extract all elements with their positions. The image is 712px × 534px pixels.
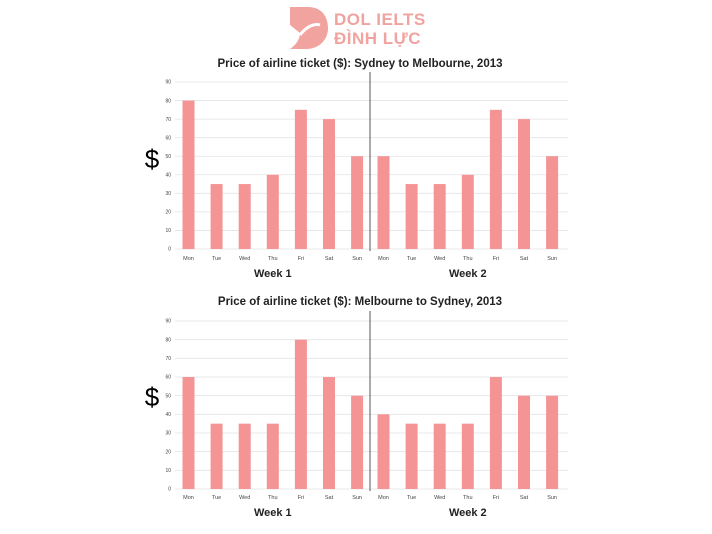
bar: [351, 395, 364, 489]
week-label: Week 2: [449, 507, 487, 519]
bar: [405, 184, 418, 249]
y-tick-label: 50: [165, 154, 171, 160]
x-tick-label: Tue: [407, 256, 416, 262]
bar: [433, 423, 446, 489]
chart-title: Price of airline ticket ($): Sydney to M…: [217, 58, 502, 70]
bar: [238, 184, 251, 249]
y-tick-label: 10: [165, 228, 171, 234]
x-tick-label: Mon: [378, 256, 389, 262]
x-tick-label: Sat: [325, 256, 334, 262]
y-tick-label: 70: [165, 117, 171, 123]
y-tick-label: 20: [165, 449, 171, 455]
bar: [238, 423, 251, 489]
bar: [377, 156, 390, 249]
y-tick-label: 90: [165, 80, 171, 86]
x-tick-label: Tue: [212, 256, 221, 262]
bar: [182, 377, 195, 489]
bar: [405, 423, 418, 489]
y-tick-label: 30: [165, 191, 171, 197]
x-tick-label: Wed: [434, 256, 445, 262]
y-tick-label: 80: [165, 98, 171, 104]
bar: [182, 100, 195, 249]
y-tick-label: 30: [165, 431, 171, 437]
bar: [377, 414, 390, 489]
x-tick-label: Wed: [434, 495, 445, 501]
chart-title: Price of airline ticket ($): Melbourne t…: [218, 296, 502, 308]
x-tick-label: Thu: [268, 495, 277, 501]
y-tick-label: 50: [165, 393, 171, 399]
y-tick-label: 0: [168, 487, 171, 493]
chart-melbourne-to-sydney: Price of airline ticket ($): Melbourne t…: [145, 296, 568, 519]
x-tick-label: Sat: [520, 495, 529, 501]
bar: [266, 174, 279, 249]
brand-name-line1: DOL IELTS: [334, 10, 426, 29]
x-tick-label: Thu: [463, 495, 472, 501]
bar: [518, 395, 530, 489]
bar: [461, 174, 474, 249]
bar: [433, 184, 446, 249]
bar: [461, 423, 474, 489]
bar: [489, 377, 502, 489]
x-tick-label: Mon: [378, 495, 389, 501]
x-tick-label: Tue: [407, 495, 416, 501]
bar: [518, 119, 530, 249]
bar: [351, 156, 364, 249]
y-tick-label: 60: [165, 375, 171, 381]
brand-logo: DOL IELTS ĐÌNH LỰC: [286, 5, 446, 51]
bar: [323, 119, 335, 249]
x-tick-label: Thu: [463, 256, 472, 262]
x-tick-label: Sun: [547, 495, 557, 501]
x-tick-label: Wed: [239, 256, 250, 262]
x-tick-label: Thu: [268, 256, 277, 262]
bar: [546, 395, 559, 489]
y-tick-label: 40: [165, 172, 171, 178]
bar: [294, 339, 307, 489]
bar: [323, 377, 335, 489]
x-tick-label: Mon: [183, 495, 194, 501]
bar: [294, 109, 307, 249]
y-tick-label: 90: [165, 319, 171, 325]
x-tick-label: Tue: [212, 495, 221, 501]
x-tick-label: Wed: [239, 495, 250, 501]
bar: [210, 423, 223, 489]
x-tick-label: Fri: [298, 495, 304, 501]
bar: [210, 184, 223, 249]
y-tick-label: 20: [165, 210, 171, 216]
dol-logo-icon: [290, 7, 328, 49]
x-tick-label: Mon: [183, 256, 194, 262]
x-tick-label: Sun: [547, 256, 557, 262]
y-tick-label: 10: [165, 468, 171, 474]
y-axis-label: $: [145, 382, 160, 412]
bar: [546, 156, 559, 249]
bar: [266, 423, 279, 489]
y-axis-label: $: [145, 144, 160, 174]
y-tick-label: 60: [165, 135, 171, 141]
x-tick-label: Fri: [493, 256, 499, 262]
y-tick-label: 70: [165, 356, 171, 362]
week-label: Week 1: [254, 507, 292, 519]
week-label: Week 2: [449, 268, 487, 280]
bar: [489, 109, 502, 249]
x-tick-label: Sat: [325, 495, 334, 501]
x-tick-label: Fri: [493, 495, 499, 501]
brand-name-line2: ĐÌNH LỰC: [334, 29, 422, 48]
y-tick-label: 80: [165, 337, 171, 343]
y-tick-label: 40: [165, 412, 171, 418]
x-tick-label: Sun: [352, 256, 362, 262]
x-tick-label: Fri: [298, 256, 304, 262]
y-tick-label: 0: [168, 247, 171, 253]
x-tick-label: Sun: [352, 495, 362, 501]
week-label: Week 1: [254, 268, 292, 280]
chart-sydney-to-melbourne: Price of airline ticket ($): Sydney to M…: [145, 58, 568, 280]
x-tick-label: Sat: [520, 256, 529, 262]
